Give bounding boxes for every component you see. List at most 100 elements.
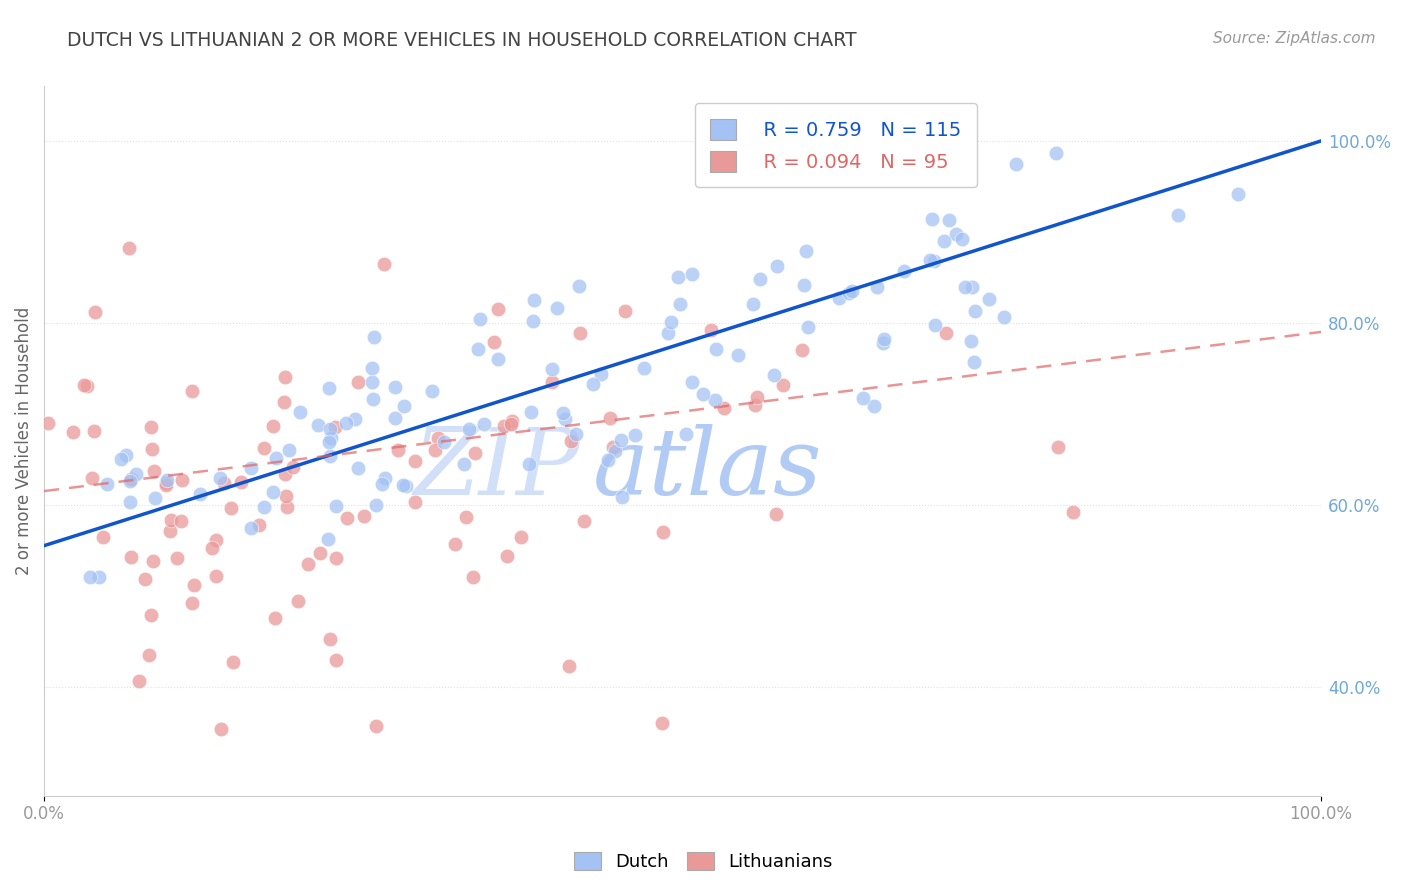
Point bbox=[371, 476, 394, 491]
Point bbox=[425, 442, 447, 457]
Point bbox=[73, 377, 96, 392]
Point bbox=[609, 433, 631, 447]
Point bbox=[79, 570, 101, 584]
Point bbox=[965, 303, 987, 318]
Point bbox=[598, 453, 620, 467]
Point bbox=[666, 270, 689, 285]
Text: Source: ZipAtlas.com: Source: ZipAtlas.com bbox=[1212, 31, 1375, 46]
Point bbox=[139, 608, 162, 623]
Point bbox=[772, 378, 794, 392]
Point bbox=[765, 507, 787, 521]
Point bbox=[993, 310, 1015, 325]
Point bbox=[602, 440, 624, 454]
Point bbox=[205, 569, 228, 583]
Point bbox=[387, 443, 409, 458]
Point bbox=[276, 500, 298, 514]
Point bbox=[325, 551, 347, 566]
Point bbox=[681, 267, 703, 281]
Point bbox=[742, 297, 765, 311]
Point bbox=[404, 454, 426, 468]
Point bbox=[344, 412, 367, 426]
Point bbox=[366, 498, 388, 512]
Point bbox=[201, 541, 224, 555]
Point bbox=[145, 491, 167, 505]
Point bbox=[120, 472, 142, 486]
Point bbox=[924, 318, 946, 332]
Point bbox=[453, 457, 475, 471]
Point bbox=[180, 596, 202, 610]
Point bbox=[499, 417, 522, 432]
Point bbox=[652, 524, 675, 539]
Point bbox=[155, 476, 177, 491]
Point bbox=[841, 284, 863, 298]
Point bbox=[918, 252, 941, 267]
Point bbox=[266, 451, 288, 466]
Point bbox=[212, 475, 235, 490]
Point bbox=[572, 514, 595, 528]
Point bbox=[945, 227, 967, 241]
Point bbox=[278, 443, 301, 458]
Point bbox=[392, 478, 415, 492]
Point bbox=[253, 442, 276, 456]
Point bbox=[288, 405, 311, 419]
Point bbox=[264, 611, 287, 625]
Point bbox=[120, 550, 142, 565]
Point bbox=[142, 554, 165, 568]
Point bbox=[790, 343, 813, 357]
Point bbox=[346, 461, 368, 475]
Point bbox=[307, 418, 329, 433]
Point bbox=[283, 459, 305, 474]
Point bbox=[454, 509, 477, 524]
Point bbox=[229, 475, 252, 489]
Point bbox=[938, 212, 960, 227]
Point bbox=[605, 443, 627, 458]
Point bbox=[274, 467, 297, 481]
Point bbox=[553, 406, 575, 420]
Point bbox=[464, 446, 486, 460]
Point bbox=[170, 515, 193, 529]
Point bbox=[614, 304, 637, 318]
Point bbox=[953, 280, 976, 294]
Point bbox=[287, 594, 309, 608]
Point bbox=[110, 452, 132, 467]
Point bbox=[828, 291, 851, 305]
Point bbox=[554, 412, 576, 426]
Point bbox=[582, 376, 605, 391]
Point bbox=[796, 244, 818, 259]
Point bbox=[166, 550, 188, 565]
Point bbox=[713, 401, 735, 415]
Point bbox=[188, 486, 211, 500]
Text: atlas: atlas bbox=[593, 425, 823, 515]
Point bbox=[565, 426, 588, 441]
Point bbox=[433, 434, 456, 449]
Point bbox=[318, 532, 340, 546]
Point bbox=[221, 655, 243, 669]
Point bbox=[948, 172, 970, 186]
Point bbox=[139, 419, 162, 434]
Point bbox=[492, 418, 515, 433]
Legend: Dutch, Lithuanians: Dutch, Lithuanians bbox=[567, 845, 839, 879]
Text: ZIP: ZIP bbox=[413, 425, 581, 515]
Point bbox=[866, 280, 889, 294]
Point bbox=[704, 393, 727, 408]
Point bbox=[364, 719, 387, 733]
Point bbox=[704, 342, 727, 356]
Point bbox=[675, 426, 697, 441]
Point bbox=[128, 673, 150, 688]
Point bbox=[374, 471, 396, 485]
Point bbox=[183, 577, 205, 591]
Point bbox=[262, 418, 284, 433]
Point bbox=[744, 399, 766, 413]
Point bbox=[591, 367, 613, 381]
Point bbox=[360, 360, 382, 375]
Point bbox=[560, 434, 582, 448]
Point bbox=[458, 422, 481, 436]
Point bbox=[319, 632, 342, 647]
Point bbox=[96, 477, 118, 491]
Point bbox=[624, 427, 647, 442]
Point bbox=[633, 361, 655, 376]
Point bbox=[115, 448, 138, 462]
Point bbox=[204, 533, 226, 547]
Point bbox=[558, 659, 581, 673]
Point bbox=[921, 212, 943, 227]
